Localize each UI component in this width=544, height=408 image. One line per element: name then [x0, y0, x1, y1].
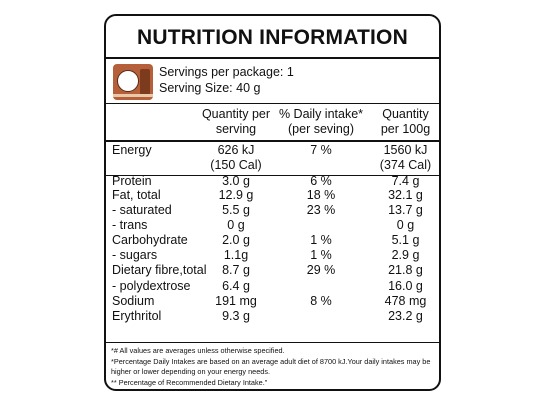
col-header-qty-100g-1: Quantity [382, 107, 429, 121]
footnote-divider [106, 342, 439, 343]
servings-per-package: Servings per package: 1 [159, 65, 294, 79]
title-divider [106, 57, 439, 59]
panel-title: NUTRITION INFORMATION [137, 26, 408, 49]
serving-size: Serving Size: 40 g [159, 81, 261, 95]
footnote-averages: *# All values are averages unless otherw… [111, 346, 285, 355]
nutrition-panel: NUTRITION INFORMATION Servings per packa… [104, 14, 441, 391]
col-header-daily-intake-1: % Daily intake* [278, 107, 364, 121]
header-divider-bottom [106, 140, 439, 142]
energy-per100-cal: (374 Cal) [379, 158, 432, 172]
brand-logo-icon [117, 70, 139, 92]
col-header-qty-100g-2: per 100g [380, 122, 431, 136]
energy-serving-kj: 626 kJ [217, 143, 255, 157]
row-label-energy: Energy [112, 143, 152, 157]
footnote-rdi: ** Percentage of Recommended Dietary Int… [111, 377, 268, 387]
footnotes: *# All values are averages unless otherw… [111, 346, 436, 388]
col-header-qty-serving-2: serving [215, 122, 257, 136]
energy-daily: 7 % [310, 143, 332, 157]
product-thumbnail [113, 64, 153, 100]
energy-divider [106, 175, 439, 176]
energy-serving-cal: (150 Cal) [210, 158, 262, 172]
energy-per100-kj: 1560 kJ [383, 143, 428, 157]
header-divider-top [106, 103, 439, 104]
footnote-daily-intakes: *Percentage Daily Intakes are based on a… [111, 356, 431, 377]
col-header-daily-intake-2: (per seving) [288, 122, 354, 136]
col-header-qty-serving-1: Quantity per [201, 107, 271, 121]
